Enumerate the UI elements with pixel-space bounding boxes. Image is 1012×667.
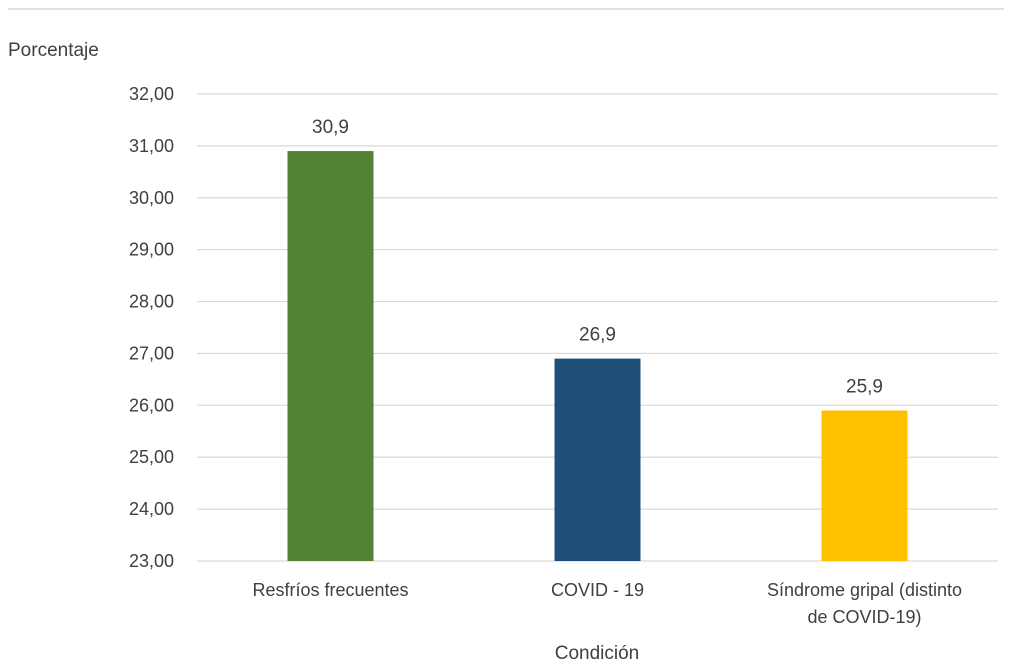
bar — [287, 151, 374, 562]
y-tick-label: 24,00 — [129, 499, 174, 519]
bar — [554, 358, 641, 561]
data-labels: 30,9 26,9 25,9 — [312, 117, 883, 397]
data-label: 30,9 — [312, 117, 349, 138]
x-tick-label: Resfríos frecuentes — [252, 580, 408, 600]
y-tick-label: 25,00 — [129, 447, 174, 467]
y-tick-label: 28,00 — [129, 292, 174, 312]
y-tick-label: 30,00 — [129, 188, 174, 208]
bar — [821, 410, 908, 561]
y-axis-ticks: 23,00 24,00 25,00 26,00 27,00 28,00 29,00 30,00… — [129, 84, 174, 571]
y-tick-label: 32,00 — [129, 84, 174, 104]
x-axis-title: Condición — [555, 643, 640, 664]
y-tick-label: 31,00 — [129, 136, 174, 156]
y-axis-title: Porcentaje — [8, 40, 99, 61]
x-tick-label: COVID - 19 — [551, 580, 644, 600]
y-tick-label: 23,00 — [129, 551, 174, 571]
y-tick-label: 29,00 — [129, 240, 174, 260]
bars — [287, 151, 908, 562]
data-label: 26,9 — [579, 325, 616, 346]
x-tick-label: Síndrome gripal (distinto — [767, 580, 962, 600]
y-tick-label: 26,00 — [129, 395, 174, 415]
x-axis-labels: Resfríos frecuentes COVID - 19 Síndrome gr… — [252, 580, 962, 627]
data-label: 25,9 — [846, 377, 883, 398]
x-tick-label: de COVID-19) — [807, 607, 921, 627]
y-tick-label: 27,00 — [129, 343, 174, 363]
